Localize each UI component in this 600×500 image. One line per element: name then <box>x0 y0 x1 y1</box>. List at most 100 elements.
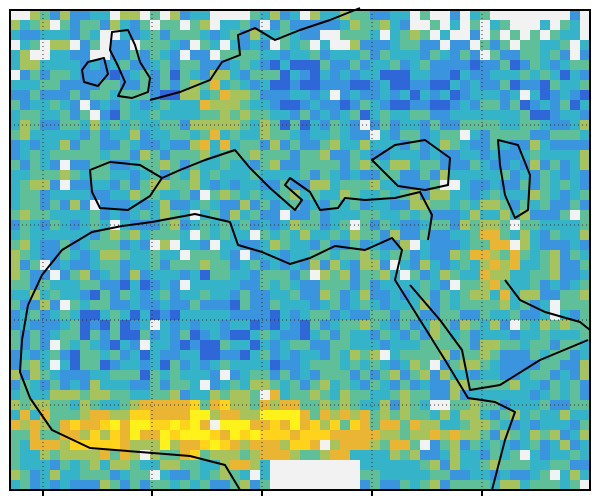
caspian-sea <box>497 139 531 219</box>
map-cell <box>180 220 190 230</box>
map-cell <box>560 20 570 30</box>
map-cell <box>100 440 110 450</box>
map-cell <box>240 150 250 160</box>
map-cell <box>50 160 60 170</box>
map-cell <box>30 10 40 20</box>
map-cell <box>540 410 550 420</box>
map-cell <box>160 240 170 250</box>
map-cell <box>560 310 570 320</box>
map-cell <box>490 350 500 360</box>
map-cell <box>100 360 110 370</box>
map-cell <box>260 480 270 490</box>
map-cell <box>320 450 330 460</box>
map-cell <box>80 70 90 80</box>
map-cell <box>240 480 250 490</box>
map-cell <box>420 40 430 50</box>
map-cell <box>210 10 220 20</box>
map-cell <box>110 140 120 150</box>
map-cell <box>120 340 130 350</box>
map-cell <box>200 400 210 410</box>
map-cell <box>190 90 200 100</box>
map-cell <box>350 270 360 280</box>
map-cell <box>500 10 510 20</box>
map-cell <box>140 460 150 470</box>
map-cell <box>580 330 590 340</box>
map-cell <box>430 10 440 20</box>
map-cell <box>560 120 570 130</box>
map-cell <box>50 150 60 160</box>
map-cell <box>30 460 40 470</box>
map-cell <box>100 410 110 420</box>
map-cell <box>330 420 340 430</box>
map-cell <box>500 480 510 490</box>
map-cell <box>530 170 540 180</box>
map-cell <box>390 60 400 70</box>
map-cell <box>410 320 420 330</box>
map-cell <box>250 80 260 90</box>
map-cell <box>160 210 170 220</box>
map-cell <box>550 450 560 460</box>
map-cell <box>230 470 240 480</box>
map-cell <box>560 320 570 330</box>
map-cell <box>130 320 140 330</box>
map-cell <box>140 120 150 130</box>
map-cell <box>430 440 440 450</box>
map-cell <box>150 160 160 170</box>
map-cell <box>110 10 120 20</box>
map-cell <box>160 410 170 420</box>
map-cell <box>450 410 460 420</box>
map-cell <box>170 240 180 250</box>
map-cell <box>430 450 440 460</box>
map-cell <box>510 50 520 60</box>
map-cell <box>440 220 450 230</box>
map-cell <box>350 280 360 290</box>
map-cell <box>370 250 380 260</box>
map-cell <box>480 160 490 170</box>
map-cell <box>510 110 520 120</box>
map-cell <box>390 250 400 260</box>
map-cell <box>330 50 340 60</box>
map-cell <box>230 260 240 270</box>
map-cell <box>30 70 40 80</box>
map-cell <box>560 130 570 140</box>
map-cell <box>540 360 550 370</box>
map-cell <box>370 190 380 200</box>
map-cell <box>470 10 480 20</box>
map-cell <box>170 440 180 450</box>
map-cell <box>430 180 440 190</box>
map-cell <box>500 240 510 250</box>
map-cell <box>130 150 140 160</box>
map-cell <box>70 450 80 460</box>
map-cell <box>70 240 80 250</box>
map-cell <box>30 260 40 270</box>
map-cell <box>70 410 80 420</box>
map-cell <box>260 420 270 430</box>
map-cell <box>320 90 330 100</box>
map-cell <box>40 430 50 440</box>
map-cell <box>440 480 450 490</box>
map-cell <box>20 120 30 130</box>
map-cell <box>280 420 290 430</box>
map-cell <box>450 450 460 460</box>
map-cell <box>570 50 580 60</box>
map-cell <box>420 320 430 330</box>
map-cell <box>540 380 550 390</box>
map-cell <box>570 460 580 470</box>
map-cell <box>290 70 300 80</box>
map-cell <box>330 40 340 50</box>
map-cell <box>20 260 30 270</box>
map-cell <box>580 290 590 300</box>
map-cell <box>150 200 160 210</box>
map-cell <box>350 260 360 270</box>
map-cell <box>490 410 500 420</box>
map-cell <box>480 220 490 230</box>
map-cell <box>180 400 190 410</box>
map-cell <box>230 20 240 30</box>
map-cell <box>250 440 260 450</box>
map-cell <box>340 470 350 480</box>
map-cell <box>90 450 100 460</box>
map-cell <box>120 50 130 60</box>
map-cell <box>250 110 260 120</box>
map-cell <box>30 470 40 480</box>
map-cell <box>20 350 30 360</box>
